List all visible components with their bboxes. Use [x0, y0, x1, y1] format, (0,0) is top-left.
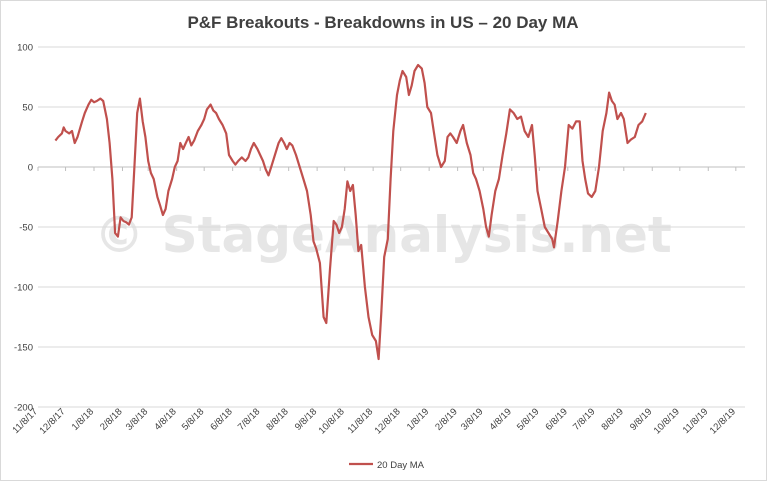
x-tick-label: 3/8/19: [459, 406, 485, 432]
x-tick-label: 11/8/18: [346, 406, 376, 436]
y-axis-ticks: 100 50 0 -50 -100 -150 -200: [14, 43, 33, 414]
x-tick-label: 4/8/18: [152, 406, 178, 432]
x-tick-label: 4/8/19: [487, 406, 513, 432]
y-tick-label: -50: [19, 223, 33, 234]
x-tick-label: 7/8/18: [236, 406, 262, 432]
x-tick-label: 11/8/19: [681, 406, 711, 436]
x-tick-label: 12/8/18: [373, 406, 403, 436]
legend-label: 20 Day MA: [377, 460, 425, 471]
y-tick-label: 50: [22, 103, 33, 114]
series-line-0: [54, 63, 647, 361]
x-tick-label: 6/8/18: [208, 406, 234, 432]
x-tick-label: 1/8/18: [70, 406, 96, 432]
legend: 20 Day MA: [349, 460, 425, 471]
x-tick-label: 3/8/18: [124, 406, 150, 432]
x-tick-label: 2/8/19: [433, 406, 459, 432]
gridlines: [38, 46, 745, 408]
x-tick-label: 12/8/19: [708, 406, 738, 436]
x-tick-label: 10/8/18: [317, 406, 347, 436]
y-tick-label: 0: [28, 163, 33, 174]
x-tick-label: 9/8/18: [293, 406, 319, 432]
x-tick-label: 1/8/19: [405, 406, 431, 432]
x-tick-label: 12/8/17: [37, 406, 67, 436]
x-tick-label: 10/8/19: [652, 406, 682, 436]
x-tick-label: 7/8/19: [571, 406, 597, 432]
x-tick-label: 8/8/18: [264, 406, 290, 432]
y-tick-label: -150: [14, 343, 33, 354]
series-layer: [54, 63, 647, 361]
watermark: © StageAnalysis.net: [94, 206, 672, 264]
x-tick-label: 8/8/19: [599, 406, 625, 432]
y-tick-label: -100: [14, 283, 33, 294]
y-tick-label: -200: [14, 403, 33, 414]
x-tick-label: 2/8/18: [98, 406, 124, 432]
y-tick-label: 100: [17, 43, 33, 54]
x-tick-label: 5/8/19: [515, 406, 541, 432]
chart-title: P&F Breakouts - Breakdowns in US – 20 Da…: [187, 13, 578, 32]
x-tick-label: 6/8/19: [543, 406, 569, 432]
x-tick-label: 5/8/18: [180, 406, 206, 432]
